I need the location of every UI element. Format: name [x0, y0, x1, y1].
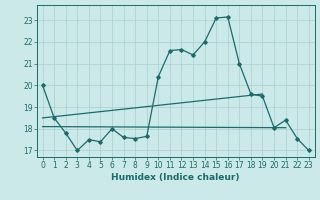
X-axis label: Humidex (Indice chaleur): Humidex (Indice chaleur) — [111, 173, 240, 182]
